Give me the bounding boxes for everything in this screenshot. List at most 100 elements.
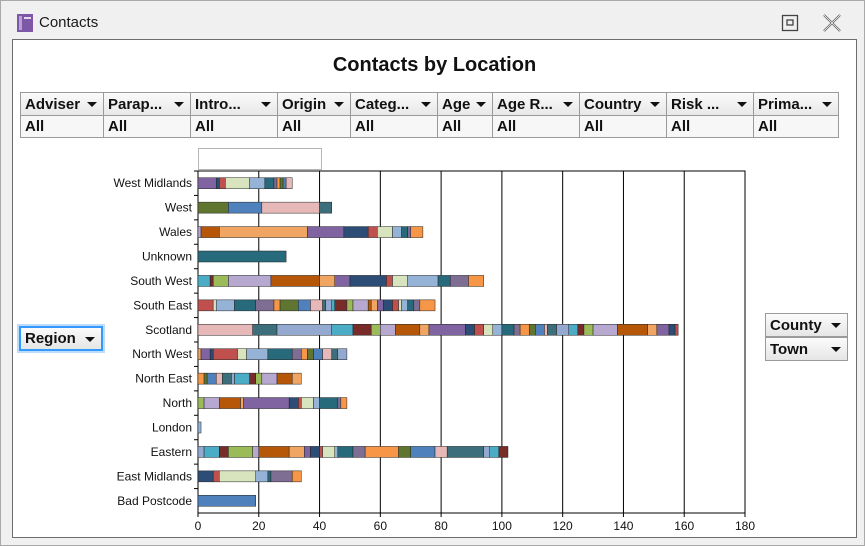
bar-segment	[234, 299, 256, 312]
bar-segment	[212, 348, 238, 360]
y-tick-label: London	[152, 421, 192, 435]
bar-segment	[228, 201, 263, 214]
filter-adviser[interactable]: Adviser All	[20, 92, 104, 138]
bar-segment	[225, 177, 250, 189]
filter-intro[interactable]: Intro... All	[191, 92, 278, 138]
x-tick-label: 100	[492, 519, 512, 533]
bar-segment	[249, 177, 266, 189]
filter-category[interactable]: Categ... All	[351, 92, 438, 138]
bar-segment	[319, 446, 323, 458]
bar-segment	[334, 299, 348, 312]
filter-label[interactable]: Age R...	[493, 92, 580, 115]
bar-segment	[252, 446, 260, 458]
filter-label-text: Intro...	[195, 95, 241, 113]
bar-segment	[398, 299, 402, 312]
bar-segment	[197, 250, 287, 263]
filter-label[interactable]: Adviser	[20, 92, 104, 115]
filter-country[interactable]: Country All	[580, 92, 667, 138]
filter-label[interactable]: Age	[438, 92, 493, 115]
bar-segment	[279, 299, 299, 312]
bar-segment	[668, 324, 676, 336]
bar-segment	[395, 324, 421, 336]
bar-segment	[334, 275, 351, 287]
bar-segment	[206, 372, 217, 385]
town-field-label: Town	[770, 340, 809, 358]
bar-segment	[313, 397, 320, 409]
filter-age-range[interactable]: Age R... All	[493, 92, 580, 138]
bar-segment	[528, 324, 536, 336]
filter-origin[interactable]: Origin All	[278, 92, 351, 138]
bar-segment	[401, 226, 408, 238]
bar-segment	[246, 348, 269, 360]
region-field-label: Region	[25, 330, 76, 347]
restore-button[interactable]	[777, 11, 803, 35]
bar-segment	[237, 348, 247, 360]
restore-icon	[781, 14, 799, 32]
filter-parap[interactable]: Parap... All	[104, 92, 191, 138]
bar-segment	[307, 348, 314, 360]
bar-segment	[209, 348, 214, 360]
bar-segment	[352, 299, 369, 312]
bar-segment	[377, 226, 393, 238]
close-button[interactable]	[819, 11, 845, 35]
filter-label[interactable]: Risk ...	[667, 92, 754, 115]
filter-primary[interactable]: Prima... All	[754, 92, 839, 138]
chart-title: Contacts by Location	[332, 54, 537, 76]
filter-label[interactable]: Prima...	[754, 92, 839, 115]
bar-segment	[212, 299, 217, 312]
bar-segment	[228, 446, 253, 458]
bar-segment	[331, 324, 354, 336]
bar-segment	[197, 397, 205, 409]
bar-segment	[535, 324, 545, 336]
y-tick-label: Wales	[159, 225, 192, 239]
county-field-button[interactable]: County	[765, 313, 848, 337]
y-tick-label: South West	[130, 274, 192, 288]
filter-label[interactable]: Parap...	[104, 92, 191, 115]
filter-value: All	[191, 115, 278, 138]
bar-segment	[279, 177, 284, 189]
bar-segment	[243, 397, 290, 409]
bar-segment	[322, 348, 332, 360]
close-icon	[823, 14, 841, 32]
filter-value: All	[278, 115, 351, 138]
bar-segment	[261, 372, 278, 385]
bar-segment	[407, 299, 415, 312]
bar-segment	[197, 299, 214, 312]
bar-segment	[544, 324, 548, 336]
bar-segment	[267, 470, 272, 483]
dropdown-arrow-icon	[87, 102, 97, 107]
region-field-button[interactable]: Region	[19, 326, 103, 351]
bar-segment	[304, 446, 311, 458]
bar-segment	[383, 299, 393, 312]
filter-label[interactable]: Origin	[278, 92, 351, 115]
bar-segment	[398, 446, 411, 458]
bar-segment	[197, 275, 211, 287]
filter-label[interactable]: Categ...	[351, 92, 438, 115]
bar-segment	[197, 324, 253, 336]
bar-segment	[240, 397, 244, 409]
x-tick-label: 140	[613, 519, 633, 533]
bar-segment	[337, 446, 354, 458]
bar-segment	[322, 299, 326, 312]
filter-label-text: Risk ...	[671, 95, 720, 113]
bar-segment	[449, 275, 469, 287]
bar-segment	[446, 446, 484, 458]
filter-label-text: Age	[442, 95, 471, 113]
filter-label[interactable]: Country	[580, 92, 667, 115]
bar-segment	[273, 177, 278, 189]
filter-value: All	[104, 115, 191, 138]
filter-risk[interactable]: Risk ... All	[667, 92, 754, 138]
filter-label[interactable]: Intro...	[191, 92, 278, 115]
y-tick-label: Unknown	[142, 250, 192, 264]
filter-value: All	[351, 115, 438, 138]
filter-age[interactable]: Age All	[438, 92, 493, 138]
town-field-button[interactable]: Town	[765, 337, 848, 361]
dropdown-arrow-icon	[334, 102, 344, 107]
plot-area	[197, 170, 746, 514]
column-drop-zone[interactable]	[198, 148, 322, 170]
bar-segment	[349, 275, 387, 287]
bar-segment	[215, 299, 235, 312]
bar-segment	[301, 397, 314, 409]
bar-segment	[215, 177, 220, 189]
